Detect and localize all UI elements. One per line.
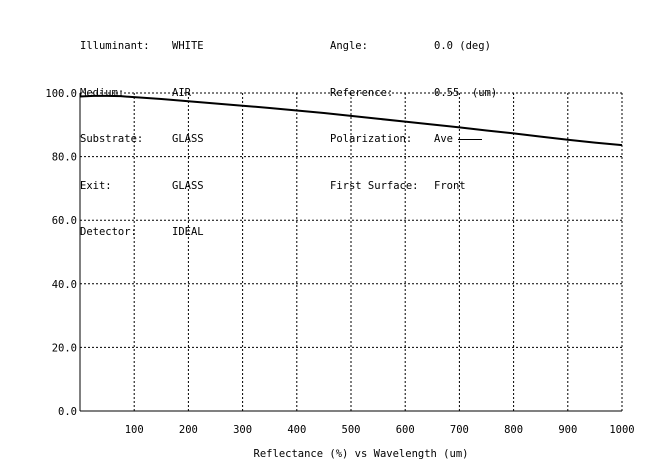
x-tick-label-800: 800 — [504, 424, 523, 436]
x-tick-label-300: 300 — [233, 424, 252, 436]
chart-grid — [80, 93, 622, 411]
x-tick-label-400: 400 — [287, 424, 306, 436]
header-value-substrate: GLASS — [172, 133, 204, 145]
x-tick-labels: 100 200 300 400 500 600 700 800 900 1000 — [125, 424, 635, 436]
x-tick-label-200: 200 — [179, 424, 198, 436]
header-label-angle: Angle: — [330, 40, 368, 52]
header-label-exit: Exit: — [80, 179, 112, 192]
y-tick-label-40: 40.0 — [52, 279, 77, 291]
header-label-illuminant: Illuminant: — [80, 40, 150, 52]
header-label-detector: Detector: — [80, 226, 137, 238]
polarization-value: Ave — [434, 133, 453, 145]
x-tick-label-500: 500 — [342, 424, 361, 436]
x-tick-label-1000: 1000 — [609, 424, 634, 436]
x-tick-label-100: 100 — [125, 424, 144, 436]
header-value-detector: IDEAL — [172, 226, 204, 238]
header-value-illuminant: WHITE — [172, 40, 204, 52]
header-value-exit: GLASS — [172, 179, 204, 192]
legend-line-sample — [457, 138, 482, 140]
x-tick-label-600: 600 — [396, 424, 415, 436]
chart-series — [79, 94, 623, 147]
y-tick-label-80: 80.0 — [52, 152, 77, 164]
y-tick-label-0: 0.0 — [58, 406, 77, 418]
y-tick-label-60: 60.0 — [52, 215, 77, 227]
x-tick-label-700: 700 — [450, 424, 469, 436]
x-tick-label-900: 900 — [558, 424, 577, 436]
series-line-0 — [79, 94, 623, 147]
x-axis-label: Reflectance (%) vs Wavelength (um) — [254, 448, 469, 460]
header-label-first-surface: First Surface: — [330, 179, 419, 192]
header-value-first-surface: Front — [434, 179, 466, 192]
header-value-polarization: Ave — [434, 132, 497, 148]
header-value-angle: 0.0 (deg) — [434, 40, 491, 52]
chart-axes — [79, 92, 623, 412]
header-label-substrate: Substrate: — [80, 133, 144, 145]
y-tick-label-100: 100.0 — [45, 88, 77, 100]
y-tick-labels: 0.0 20.0 40.0 60.0 80.0 100.0 — [45, 88, 77, 418]
y-tick-label-20: 20.0 — [52, 342, 77, 354]
